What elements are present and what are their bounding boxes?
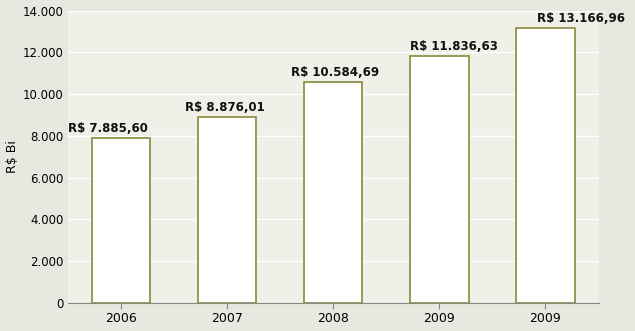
Text: R$ 8.876,01: R$ 8.876,01: [185, 101, 264, 114]
Text: R$ 13.166,96: R$ 13.166,96: [537, 12, 625, 25]
Bar: [410, 56, 469, 303]
Text: R$ 11.836,63: R$ 11.836,63: [410, 40, 497, 53]
Bar: [516, 28, 575, 303]
Bar: [304, 82, 363, 303]
Bar: [92, 138, 150, 303]
Bar: [198, 118, 257, 303]
Y-axis label: R$ Bi: R$ Bi: [6, 140, 18, 173]
Text: R$ 7.885,60: R$ 7.885,60: [68, 122, 148, 135]
Text: R$ 10.584,69: R$ 10.584,69: [291, 66, 379, 79]
